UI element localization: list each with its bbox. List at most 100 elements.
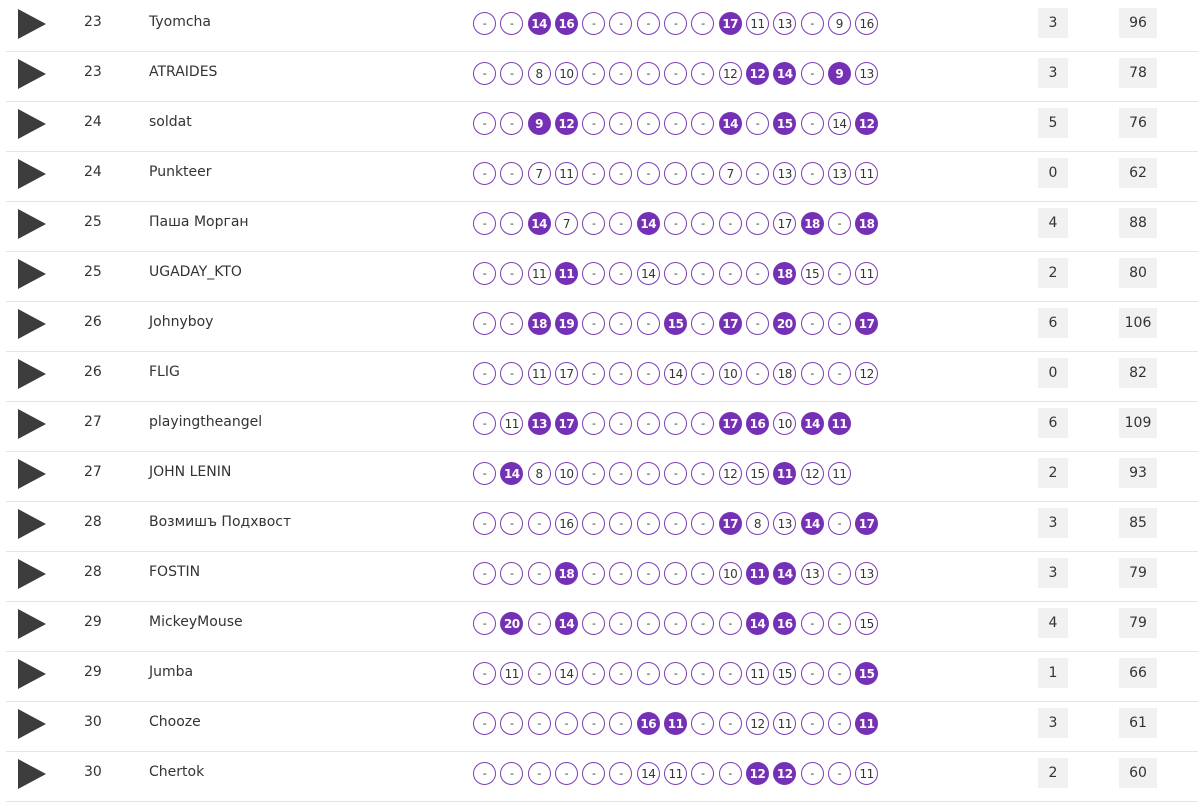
hits-count: 4 <box>1038 208 1068 238</box>
play-icon[interactable] <box>18 759 46 789</box>
play-icon[interactable] <box>18 409 46 439</box>
player-name: MickeyMouse <box>149 614 243 630</box>
play-icon[interactable] <box>18 309 46 339</box>
prediction-badge: - <box>800 312 824 335</box>
prediction-badge: - <box>473 62 496 85</box>
play-icon[interactable] <box>18 459 46 489</box>
points-total: 82 <box>1119 358 1157 388</box>
play-icon[interactable] <box>18 359 46 389</box>
prediction-badge: - <box>691 512 715 535</box>
play-icon[interactable] <box>18 709 46 739</box>
prediction-badge: - <box>582 612 606 635</box>
prediction-badge: 13 <box>773 162 797 185</box>
play-icon[interactable] <box>18 209 46 239</box>
prediction-badge: 14 <box>664 362 688 385</box>
prediction-badge: - <box>800 162 824 185</box>
prediction-badge: - <box>582 762 606 785</box>
prediction-badge: - <box>745 262 769 285</box>
prediction-badge: 11 <box>855 162 879 185</box>
prediction-hit-badge: 12 <box>855 112 879 135</box>
prediction-badge: - <box>664 662 688 685</box>
prediction-badge: 13 <box>827 162 851 185</box>
prediction-hit-badge: 9 <box>827 62 851 85</box>
prediction-badge: 12 <box>800 462 824 485</box>
play-icon[interactable] <box>18 509 46 539</box>
prediction-list: - -7 11- - - - -7-13-13 11 <box>473 162 879 185</box>
player-name: Jumba <box>149 664 194 680</box>
prediction-badge: - <box>636 462 660 485</box>
prediction-hit-badge: 18 <box>855 212 879 235</box>
prediction-hit-badge: 14 <box>773 62 797 85</box>
prediction-hit-badge: 14 <box>527 212 551 235</box>
prediction-badge: 10 <box>554 462 578 485</box>
play-icon[interactable] <box>18 59 46 89</box>
prediction-badge: - <box>827 712 851 735</box>
play-icon[interactable] <box>18 659 46 689</box>
player-name: FLIG <box>149 364 180 380</box>
prediction-badge: 13 <box>855 562 879 585</box>
prediction-badge: - <box>718 762 742 785</box>
prediction-hit-badge: 14 <box>773 562 797 585</box>
prediction-badge: - <box>664 462 688 485</box>
prediction-hit-badge: 18 <box>554 562 578 585</box>
prediction-badge: - <box>500 712 524 735</box>
prediction-badge: - <box>691 712 715 735</box>
prediction-badge: - <box>582 512 606 535</box>
points-total: 78 <box>1119 58 1157 88</box>
prediction-hit-badge: 13 <box>527 412 551 435</box>
table-row: 30 Chooze - - - - - -16 11- -12 11- -11 3 61 <box>6 702 1198 752</box>
prediction-badge: 7 <box>527 162 551 185</box>
prediction-hit-badge: 11 <box>745 562 769 585</box>
points-total: 93 <box>1119 458 1157 488</box>
prediction-badge: - <box>582 12 606 35</box>
prediction-badge: 14 <box>827 112 851 135</box>
prediction-badge: - <box>827 562 851 585</box>
play-icon[interactable] <box>18 9 46 39</box>
prediction-badge: 11 <box>855 262 879 285</box>
prediction-badge: - <box>527 612 551 635</box>
prediction-badge: 11 <box>500 662 524 685</box>
prediction-badge: 8 <box>527 62 551 85</box>
points-total: 85 <box>1119 508 1157 538</box>
prediction-badge: - <box>609 312 633 335</box>
prediction-badge: 9 <box>827 12 851 35</box>
prediction-badge: - <box>827 662 851 685</box>
prediction-badge: - <box>800 712 824 735</box>
points-total: 76 <box>1119 108 1157 138</box>
table-row: 30 Chertok - - - - - -14 11- -12 12- -11 2 60 <box>6 752 1198 802</box>
hits-count: 3 <box>1038 708 1068 738</box>
play-icon[interactable] <box>18 609 46 639</box>
rank-cell: 28 <box>84 514 102 530</box>
prediction-badge: - <box>473 662 496 685</box>
prediction-list: - - - - - -14 11- -12 12- -11 <box>473 762 879 785</box>
prediction-hit-badge: 16 <box>636 712 660 735</box>
prediction-badge: - <box>609 462 633 485</box>
prediction-badge: 15 <box>800 262 824 285</box>
table-row: 27 JOHN LENIN -14 8 10- - - - -12 15 11 12 11 2 93 <box>6 452 1198 502</box>
play-icon[interactable] <box>18 159 46 189</box>
prediction-list: - - -18- - - - -10 11 14 13-13 <box>473 562 879 585</box>
prediction-hit-badge: 15 <box>664 312 688 335</box>
prediction-badge: - <box>582 362 606 385</box>
prediction-badge: 12 <box>855 362 879 385</box>
prediction-badge: - <box>500 762 524 785</box>
prediction-badge: 10 <box>718 362 742 385</box>
prediction-badge: - <box>718 612 742 635</box>
prediction-badge: - <box>500 362 524 385</box>
points-total: 60 <box>1119 758 1157 788</box>
table-row: 23 ATRAIDES - -8 10- - - - -12 12 14-9 13 3 78 <box>6 52 1198 102</box>
rank-cell: 30 <box>84 764 102 780</box>
prediction-badge: - <box>500 262 524 285</box>
play-icon[interactable] <box>18 109 46 139</box>
prediction-badge: - <box>664 12 688 35</box>
prediction-list: - -14 16- - - - -17 11 13-9 16 <box>473 12 879 35</box>
prediction-badge: 16 <box>554 512 578 535</box>
points-total: 80 <box>1119 258 1157 288</box>
prediction-badge: - <box>691 612 715 635</box>
play-icon[interactable] <box>18 559 46 589</box>
play-icon[interactable] <box>18 259 46 289</box>
prediction-badge: - <box>664 262 688 285</box>
prediction-badge: - <box>582 112 606 135</box>
prediction-badge: - <box>636 162 660 185</box>
